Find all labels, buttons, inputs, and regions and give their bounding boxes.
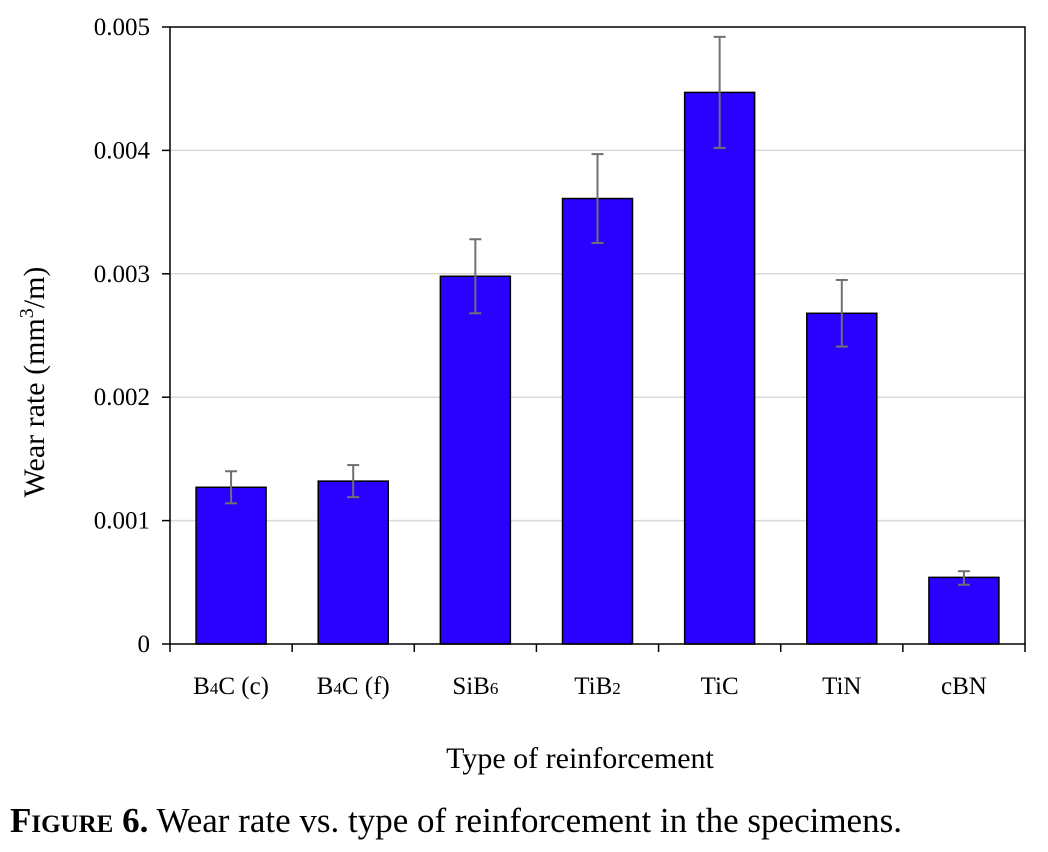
- y-tick-label: 0.005: [94, 14, 150, 41]
- bars: [195, 91, 1000, 645]
- bar-sib6: [439, 275, 512, 645]
- plot-area-frame: [169, 26, 1026, 645]
- x-tick-label: TiB2: [574, 673, 621, 700]
- x-tick-label: SiB6: [452, 673, 498, 700]
- y-axis-ticks: 0 0.001 0.002 0.003 0.004 0.005: [94, 14, 170, 658]
- y-tick-label: 0.001: [94, 508, 150, 535]
- figure-label: Figure 6.: [10, 801, 149, 840]
- caption-text: Wear rate vs. type of reinforcement in t…: [148, 801, 902, 840]
- x-tick-label: cBN: [941, 673, 987, 700]
- wear-rate-bar-chart: 0 0.001 0.002 0.003 0.004 0.005 B4C (c) B4C (f…: [16, 14, 1026, 775]
- bar-tib2: [561, 197, 634, 645]
- x-tick-label: TiC: [701, 673, 739, 700]
- x-tick-label: B4C (f): [317, 673, 390, 700]
- bar-tic: [683, 91, 756, 645]
- x-tick-label: TiN: [822, 673, 861, 700]
- y-axis-title-text: Wear rate (mm: [18, 318, 51, 497]
- figure-caption: Figure 6. Wear rate vs. type of reinforc…: [10, 796, 1040, 846]
- x-axis-title: Type of reinforcement: [446, 742, 714, 775]
- x-axis-ticks: B4C (c) B4C (f) SiB6 TiB2 TiC TiN cBN: [169, 644, 1026, 700]
- x-tick-label: B4C (c): [193, 673, 269, 700]
- y-tick-label: 0.002: [94, 384, 150, 411]
- y-tick-label: 0.004: [94, 137, 151, 164]
- y-axis-title: Wear rate (mm3/m): [16, 267, 51, 498]
- y-tick-label: 0.003: [94, 261, 150, 288]
- bar-tin: [806, 312, 878, 645]
- bar-b4c-f: [317, 480, 389, 645]
- y-axis-title-unit: /m): [18, 267, 51, 309]
- bar-b4c-c: [195, 486, 267, 645]
- error-bars: [225, 35, 970, 586]
- bar-cbn: [928, 576, 1000, 645]
- y-tick-label: 0: [138, 631, 151, 658]
- y-axis-title-superscript: 3: [16, 308, 38, 318]
